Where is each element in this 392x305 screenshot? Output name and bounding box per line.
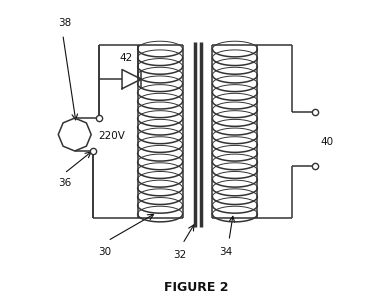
Text: 38: 38 [58, 18, 71, 28]
Text: 40: 40 [320, 137, 333, 147]
Text: 32: 32 [173, 250, 186, 260]
Text: 220V: 220V [99, 131, 125, 141]
Text: 34: 34 [219, 247, 232, 257]
Text: 30: 30 [98, 247, 111, 257]
Text: FIGURE 2: FIGURE 2 [164, 281, 228, 294]
Text: 36: 36 [58, 178, 71, 188]
Text: 42: 42 [120, 53, 133, 63]
